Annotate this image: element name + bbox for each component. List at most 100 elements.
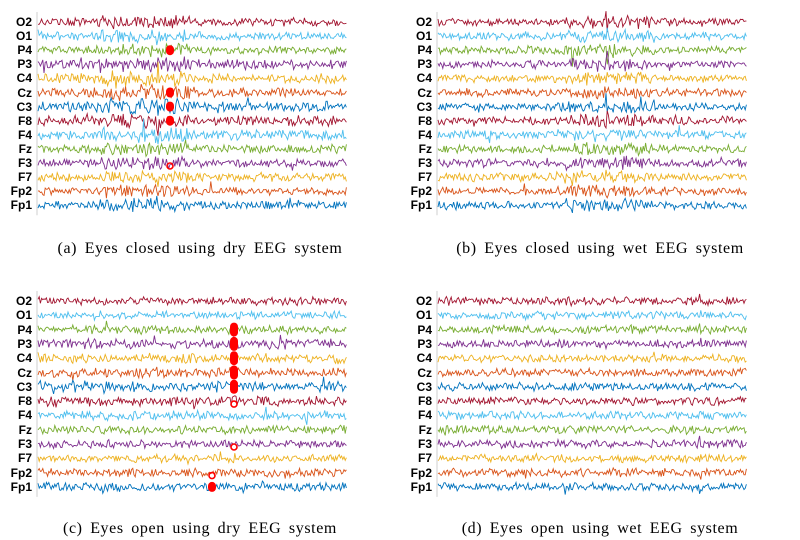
channel-label-c4: C4: [16, 351, 32, 366]
trace-fz: [437, 141, 747, 157]
trace-p4: [37, 320, 347, 336]
trace-fp2: [37, 466, 347, 479]
trace-p4: [37, 42, 347, 58]
channel-label-c3: C3: [16, 379, 32, 394]
channel-label-fp2: Fp2: [10, 184, 32, 199]
trace-o2: [38, 14, 347, 30]
channel-label-fz: Fz: [418, 141, 432, 156]
marker-filled-c4: [230, 351, 238, 366]
channel-label-o2: O2: [15, 15, 32, 29]
caption-a: (a) Eyes closed using dry EEG system: [57, 240, 343, 257]
trace-o2: [437, 11, 747, 33]
channel-label-f8: F8: [417, 394, 432, 409]
trace-c4: [37, 61, 347, 89]
trace-c3: [37, 376, 347, 395]
caption-d: (d) Eyes open using wet EEG system: [461, 520, 739, 537]
channel-label-fp1: Fp1: [10, 198, 32, 213]
panel-c-eyes-open-dry: O2 O1 P4 P3 C4 Cz C3 F8 F4 Fz F3 F7 Fp2 Fp1 (c) Eyes …: [0, 270, 400, 540]
marker-hollow-fp2: [208, 471, 216, 480]
caption-b: (b) Eyes closed using wet EEG system: [456, 240, 744, 257]
trace-cz: [37, 365, 347, 381]
trace-c4: [437, 71, 747, 86]
eeg-plot-c: [36, 291, 347, 497]
channel-label-f7: F7: [417, 451, 432, 466]
trace-f8: [37, 395, 347, 410]
channel-label-p4: P4: [17, 43, 32, 58]
trace-f3: [437, 155, 747, 172]
marker-filled-p3: [230, 336, 238, 351]
trace-f8: [437, 110, 747, 130]
channel-label-o1: O1: [15, 308, 32, 323]
channel-label-o2: O2: [415, 294, 432, 308]
channel-label-f3: F3: [417, 156, 432, 170]
trace-f7: [37, 451, 347, 466]
trace-o1: [437, 27, 747, 44]
channel-label-fp1: Fp1: [410, 198, 432, 213]
marker-filled-p4: [230, 322, 238, 337]
channel-label-o1: O1: [415, 29, 432, 44]
trace-cz: [37, 83, 347, 102]
channel-label-p3: P3: [17, 57, 32, 72]
trace-c3: [437, 381, 747, 393]
trace-p3: [437, 50, 747, 72]
channel-label-c3: C3: [416, 99, 432, 114]
trace-p4: [437, 323, 747, 336]
trace-p4: [437, 43, 747, 67]
caption-c: (c) Eyes open using dry EEG system: [63, 520, 337, 537]
trace-p3: [437, 337, 747, 351]
channel-label-o1: O1: [415, 308, 432, 323]
trace-cz: [437, 86, 747, 100]
trace-p3: [37, 334, 347, 351]
channel-label-c3: C3: [16, 99, 32, 114]
marker-hollow-f3: [230, 443, 238, 451]
channel-label-o1: O1: [15, 29, 32, 44]
channel-label-f3: F3: [17, 437, 32, 451]
channel-label-f3: F3: [417, 437, 432, 451]
trace-fp2: [437, 466, 747, 480]
trace-fz: [37, 139, 347, 158]
channel-label-p3: P3: [17, 336, 32, 351]
channel-label-fp1: Fp1: [10, 479, 32, 494]
channel-label-fp2: Fp2: [410, 184, 432, 199]
panel-b-eyes-closed-wet: O2 O1 P4 P3 C4 Cz C3 F8 F4 Fz F3 F7 Fp2 Fp1 (b) Eyes …: [400, 0, 800, 270]
marker-filled-f8: [166, 115, 174, 126]
channel-label-fz: Fz: [18, 422, 32, 437]
channel-label-o2: O2: [415, 15, 432, 29]
trace-f7: [37, 169, 347, 187]
trace-fp1: [37, 195, 347, 214]
trace-f7: [437, 169, 747, 186]
channel-label-p3: P3: [417, 336, 432, 351]
channel-label-cz: Cz: [417, 85, 432, 100]
trace-f3: [37, 155, 347, 171]
eeg-plot-d: [436, 291, 747, 497]
trace-f4: [37, 406, 347, 425]
trace-fp1: [37, 480, 347, 495]
channel-label-fp2: Fp2: [10, 465, 32, 480]
marker-filled-c3: [166, 101, 174, 112]
channel-label-fz: Fz: [418, 422, 432, 437]
trace-f4: [437, 125, 747, 144]
trace-fp1: [437, 197, 747, 214]
channel-label-cz: Cz: [17, 365, 32, 380]
trace-f8: [437, 395, 747, 407]
channel-label-fz: Fz: [18, 141, 32, 156]
marker-hollow-f3: [166, 162, 174, 170]
trace-o1: [37, 309, 347, 322]
channel-label-c3: C3: [416, 379, 432, 394]
channel-label-c4: C4: [16, 71, 32, 86]
channel-label-p3: P3: [417, 57, 432, 72]
channel-label-cz: Cz: [17, 85, 32, 100]
marker-filled-cz: [166, 87, 174, 98]
trace-c3: [437, 93, 747, 114]
trace-fp2: [38, 181, 347, 199]
channel-label-c4: C4: [416, 71, 432, 86]
trace-f7: [437, 452, 747, 465]
trace-f3: [37, 438, 347, 450]
trace-o1: [37, 29, 347, 46]
trace-f3: [437, 435, 747, 450]
channel-label-f7: F7: [17, 451, 32, 466]
channel-label-f7: F7: [417, 170, 432, 185]
channel-label-fp2: Fp2: [410, 465, 432, 480]
marker-filled-c3: [230, 379, 238, 394]
channel-label-fp1: Fp1: [410, 479, 432, 494]
